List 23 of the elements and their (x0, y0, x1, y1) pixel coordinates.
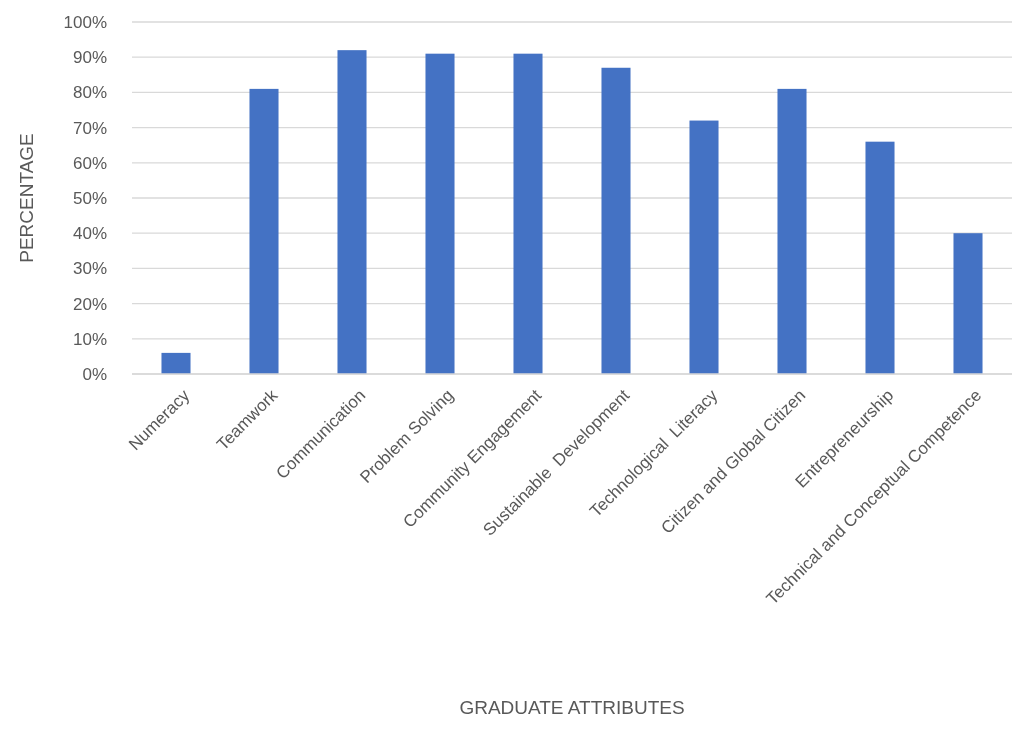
y-tick-label: 20% (72, 294, 107, 314)
bar (689, 120, 719, 374)
y-tick-label: 80% (72, 83, 107, 103)
bar (337, 50, 367, 374)
y-tick-label: 50% (72, 188, 107, 208)
y-tick-label: 10% (72, 329, 107, 349)
y-axis-title: PERCENTAGE (16, 133, 37, 263)
bar (777, 88, 807, 374)
y-tick-label: 60% (72, 153, 107, 173)
bar (425, 53, 455, 374)
y-tick-label: 100% (63, 12, 107, 32)
y-tick-label: 40% (72, 224, 107, 244)
x-axis-title: GRADUATE ATTRIBUTES (459, 697, 685, 718)
y-tick-label: 90% (72, 48, 107, 68)
bar (953, 233, 983, 374)
bar (865, 141, 895, 374)
y-tick-label: 30% (72, 259, 107, 279)
bar (513, 53, 543, 374)
bar (249, 88, 279, 374)
y-tick-label: 0% (82, 364, 107, 384)
bar (161, 352, 191, 374)
bar (601, 67, 631, 374)
y-tick-label: 70% (72, 118, 107, 138)
